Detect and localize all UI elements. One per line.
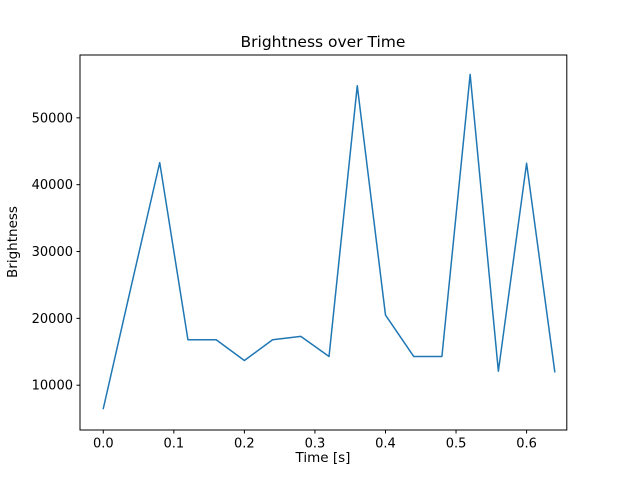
y-axis-label: Brightness [5,206,21,278]
y-tick-label: 10000 [32,379,73,394]
x-tick-label: 0.3 [305,437,326,452]
x-tick-label: 0.1 [163,437,184,452]
plot-area: 0.0 0.1 0.2 0.3 0.4 0.5 0.6 10000 20000 30000 4000… [32,54,568,452]
x-tick-label: 0.5 [446,437,467,452]
y-tick-label: 20000 [32,312,73,327]
axes-spines [79,54,568,431]
x-tick-label: 0.6 [516,437,537,452]
y-tick-label: 50000 [32,111,73,126]
chart-title: Brightness over Time [241,33,406,51]
y-tick-label: 40000 [32,178,73,193]
x-tick-label: 0.2 [234,437,255,452]
y-tick-label: 30000 [32,245,73,260]
x-tick-label: 0.4 [375,437,396,452]
data-series-line [102,73,556,410]
x-axis-label: Time [s] [295,450,351,466]
x-tick-label: 0.0 [93,437,114,452]
